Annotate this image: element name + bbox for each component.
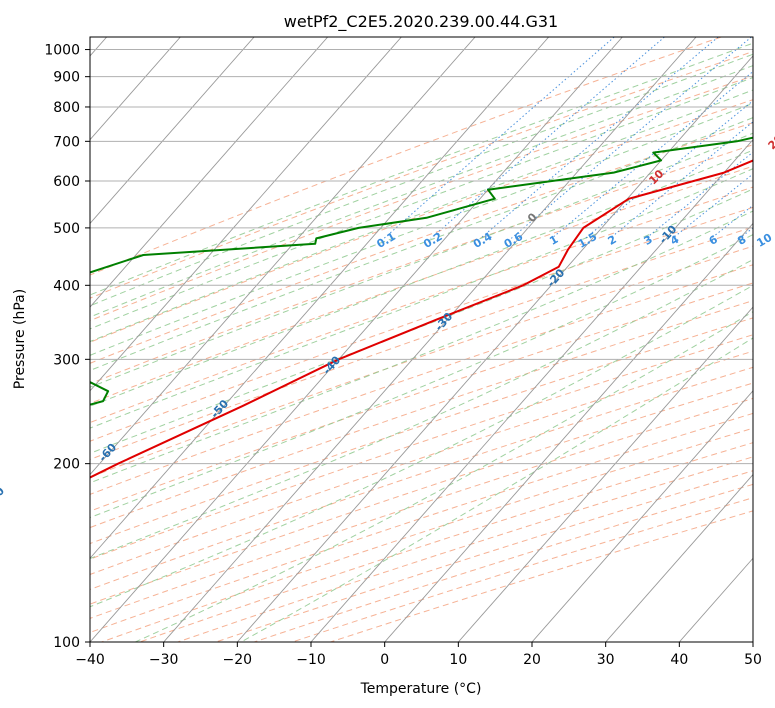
x-tick-label: 10 <box>449 652 467 668</box>
temperature-profile-line <box>90 158 753 479</box>
mixing-ratio-label: 3 <box>642 233 655 248</box>
x-axis-ticks: −40 −30 −20 −10 0 10 20 30 40 50 <box>75 642 762 668</box>
x-axis-label: Temperature (°C) <box>360 681 482 697</box>
isotherm-line <box>90 37 255 225</box>
dewpoint-profile-line <box>90 136 753 406</box>
moist-adiabat-line <box>90 234 753 519</box>
x-tick-label: 40 <box>670 652 688 668</box>
isobars <box>90 49 753 642</box>
y-tick-label: 300 <box>53 352 80 368</box>
isotherm-line <box>90 37 623 642</box>
x-tick-label: −10 <box>296 652 326 668</box>
x-tick-label: −40 <box>75 652 105 668</box>
plot-frame <box>89 36 754 643</box>
chart-title: wetPf2_C2E5.2020.239.00.44.G31 <box>284 12 558 32</box>
dry-adiabat-line <box>90 282 753 512</box>
isotherms <box>90 37 753 642</box>
moist-adiabat-line <box>90 284 753 608</box>
y-tick-label: 400 <box>53 278 80 294</box>
isotherm-line <box>457 306 753 642</box>
isotherm-line <box>752 641 753 642</box>
dry-adiabat-line <box>90 50 753 299</box>
isotherm-line <box>90 37 550 559</box>
mixing-ratio-line <box>584 100 753 239</box>
mixing-ratio-label: 0.2 <box>421 230 444 251</box>
moist-adiabat-line <box>90 188 753 454</box>
isotherm-line <box>163 37 697 642</box>
moist-adiabat-line <box>135 311 753 642</box>
mixing-ratio-line <box>480 37 719 239</box>
dry-adiabat-line <box>90 226 753 461</box>
moist-adiabat-line <box>90 53 753 307</box>
moist-adiabat-line <box>90 210 753 484</box>
mixing-ratio-line <box>383 37 615 239</box>
moist-adiabat-line <box>90 42 753 296</box>
moist-adiabat-line <box>90 168 753 429</box>
dry-adiabat-line <box>90 366 753 590</box>
y-tick-label: 600 <box>53 174 80 190</box>
moist-adiabat-label: -60 <box>96 441 119 465</box>
dry-adiabat-label: 10 <box>646 167 666 187</box>
y-axis-ticks: 100 200 300 400 500 600 700 800 900 1000 <box>44 43 90 651</box>
y-tick-label: 1000 <box>44 43 80 59</box>
moist-adiabat-label: -40 <box>320 353 343 377</box>
x-tick-label: 30 <box>597 652 615 668</box>
x-tick-label: −30 <box>149 652 179 668</box>
isotherm-line <box>90 37 329 308</box>
isotherm-line <box>384 222 753 642</box>
mixing-ratio-line <box>551 70 753 239</box>
x-tick-label: 20 <box>523 652 541 668</box>
isotherm-line <box>90 37 476 476</box>
dry-adiabat-line <box>90 75 753 322</box>
sounding-series <box>90 136 753 479</box>
y-tick-label: 700 <box>53 134 80 150</box>
mixing-ratio-label: 0.4 <box>471 230 495 251</box>
dry-adiabat-line <box>90 206 753 442</box>
mixing-ratio-label: 8 <box>735 233 748 248</box>
isotherm-line <box>236 55 753 642</box>
isotherm-line <box>678 557 753 642</box>
moist-adiabat-line <box>90 132 753 388</box>
mixing-ratio-label: 0.6 <box>502 230 526 251</box>
mixing-ratio-line <box>510 37 752 239</box>
dry-adiabat-line <box>90 122 753 364</box>
x-tick-label: 0 <box>380 652 389 668</box>
x-tick-label: 50 <box>744 652 762 668</box>
moist-adiabat-line <box>90 76 753 330</box>
isotherm-line <box>531 390 753 642</box>
mixing-ratio-line <box>430 37 665 239</box>
dry-adiabat-line <box>90 350 753 575</box>
moist-adiabats <box>90 42 753 642</box>
isotherm-line <box>605 473 753 642</box>
mixing-ratio-lines <box>383 37 753 239</box>
moist-adiabat-line <box>90 65 753 318</box>
dry-adiabat-line <box>215 470 753 642</box>
isotherm-line <box>90 37 181 141</box>
dry-adiabat-label: 20 <box>766 132 775 152</box>
isotherm-line <box>310 139 753 642</box>
dry-adiabat-line <box>90 37 722 276</box>
y-tick-label: 800 <box>53 100 80 116</box>
mixing-ratio-label: 2 <box>606 233 619 248</box>
dry-adiabat-line <box>90 317 753 545</box>
y-tick-label: 900 <box>53 70 80 86</box>
moist-adiabat-line <box>90 149 753 407</box>
x-tick-label: −20 <box>223 652 253 668</box>
y-tick-label: 200 <box>53 457 80 473</box>
dry-adiabat-line <box>254 483 753 642</box>
y-tick-label: 100 <box>53 635 80 651</box>
plot-area <box>90 37 753 642</box>
dry-adiabat-line <box>139 442 753 642</box>
mixing-ratio-line <box>645 151 753 239</box>
y-tick-label: 500 <box>53 221 80 237</box>
mixing-ratio-label: 6 <box>707 233 720 248</box>
mixing-ratio-label: 1 <box>547 233 560 248</box>
y-axis-label: Pressure (hPa) <box>12 289 28 389</box>
dry-adiabat-line <box>90 264 753 495</box>
moist-adiabat-label: -70 <box>0 484 7 508</box>
isotherm-line <box>90 37 402 392</box>
mixing-ratio-label: 10 <box>755 231 775 250</box>
